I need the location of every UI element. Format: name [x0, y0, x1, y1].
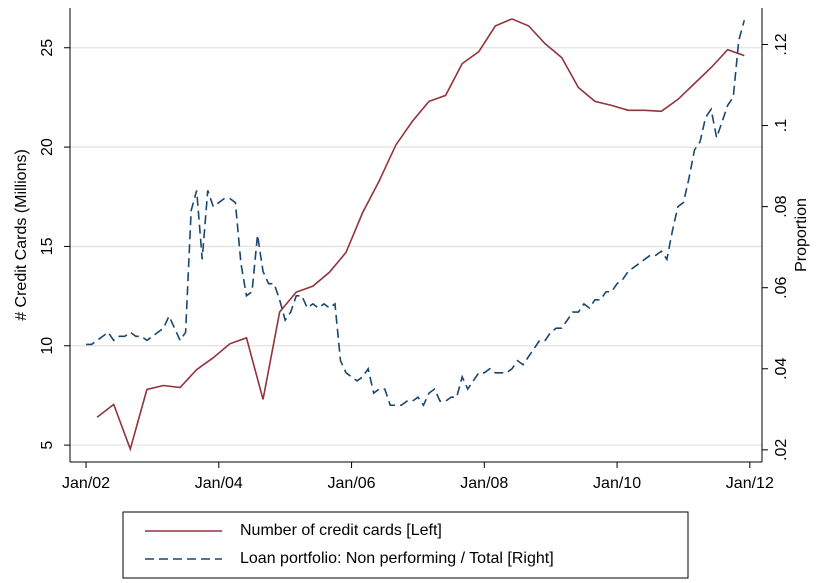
x-tick-label: Jan/02 — [62, 475, 110, 492]
y2-axis-label: Proportion — [793, 198, 810, 272]
y2-tick-label: .06 — [773, 276, 790, 298]
y2-tick-label: .04 — [773, 358, 790, 380]
legend-label: Loan portfolio: Non performing / Total [… — [240, 550, 554, 567]
y2-tick-label: .1 — [773, 119, 790, 132]
y2-tick-label: .12 — [773, 33, 790, 55]
y2-tick-label: .08 — [773, 195, 790, 217]
y-tick-label: 15 — [39, 237, 56, 255]
series-line — [96, 18, 745, 452]
x-tick-label: Jan/10 — [593, 475, 641, 492]
series-line — [86, 19, 746, 407]
legend-label: Number of credit cards [Left] — [240, 522, 442, 539]
x-tick-label: Jan/08 — [460, 475, 508, 492]
y-tick-label: 25 — [39, 39, 56, 57]
y2-tick-label: .02 — [773, 439, 790, 461]
y-axis-label: # Credit Cards (Millions) — [13, 149, 30, 321]
x-tick-label: Jan/04 — [195, 475, 243, 492]
legend-box — [122, 511, 689, 579]
y-tick-label: 10 — [39, 337, 56, 355]
y-tick-label: 20 — [39, 138, 56, 156]
x-tick-label: Jan/06 — [328, 475, 376, 492]
x-tick-label: Jan/12 — [726, 475, 774, 492]
y-tick-label: 5 — [39, 441, 56, 450]
